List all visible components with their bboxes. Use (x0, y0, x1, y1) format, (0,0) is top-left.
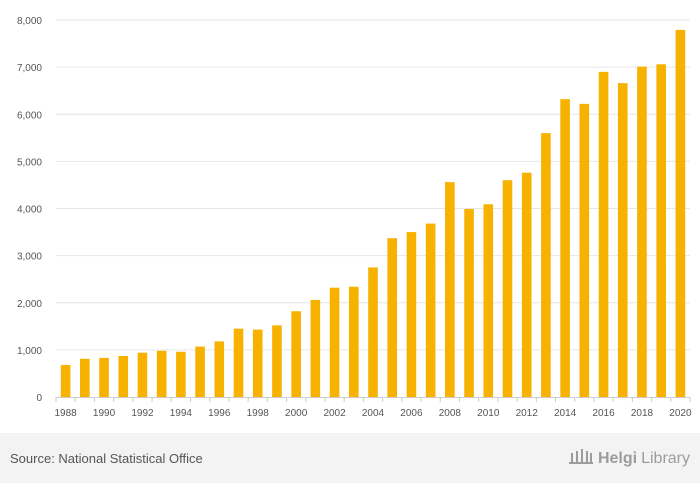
source-note: Source: National Statistical Office (10, 451, 203, 466)
bar-1995 (195, 346, 205, 397)
bar-2002 (329, 287, 340, 397)
y-tick-label: 7,000 (17, 63, 42, 74)
bar-2018 (637, 66, 647, 397)
logo-text-light: Library (641, 449, 690, 467)
y-tick-label: 4,000 (17, 205, 42, 216)
bar-2020 (675, 29, 686, 398)
bar-1994 (176, 351, 186, 397)
bar-1993 (156, 350, 167, 397)
bar-1991 (118, 356, 129, 397)
y-tick-label: 5,000 (17, 157, 42, 168)
x-tick-label: 2000 (285, 408, 308, 419)
bar-2019 (656, 64, 666, 398)
x-tick-label: 1992 (131, 408, 154, 419)
bar-2000 (291, 311, 301, 397)
bar-2003 (348, 286, 359, 397)
logo-text-bold: Helgi (597, 449, 638, 467)
bar-1990 (99, 357, 109, 397)
x-tick-label: 1990 (93, 408, 116, 419)
x-tick-label: 2004 (362, 408, 385, 419)
x-tick-label: 2016 (592, 408, 615, 419)
bar-2014 (560, 99, 570, 398)
x-tick-label: 2006 (400, 408, 423, 419)
bar-2011 (502, 180, 513, 397)
y-tick-label: 2,000 (17, 299, 42, 310)
bar-2012 (521, 172, 532, 397)
x-tick-label: 1996 (208, 408, 231, 419)
x-tick-label: 1994 (170, 408, 193, 419)
y-tick-label: 0 (36, 393, 42, 404)
helgi-library-logo[interactable]: Helgi Library (568, 447, 690, 470)
bar-2001 (310, 299, 321, 397)
bar-1999 (272, 325, 282, 397)
bar-2009 (464, 208, 474, 397)
x-tick-label: 2010 (477, 408, 500, 419)
bar-2006 (406, 232, 417, 397)
x-tick-label: 2018 (631, 408, 654, 419)
x-tick-label: 2012 (516, 408, 539, 419)
x-tick-label: 2014 (554, 408, 577, 419)
bar-1992 (137, 352, 148, 397)
x-tick-label: 1988 (54, 408, 77, 419)
bar-1998 (252, 329, 263, 397)
bar-2010 (483, 204, 494, 397)
x-tick-label: 2002 (323, 408, 346, 419)
bar-2008 (445, 182, 455, 397)
y-tick-label: 8,000 (17, 16, 42, 27)
bar-2005 (387, 238, 398, 397)
x-tick-label: 2008 (439, 408, 462, 419)
x-tick-label: 1998 (247, 408, 270, 419)
chart-svg: 0 1,000 2,000 3,000 4,000 5,000 6,000 7,000 8,00… (17, 16, 692, 419)
bar-2007 (425, 223, 436, 397)
bar-2016 (598, 71, 609, 398)
bar-1997 (233, 328, 244, 397)
library-building-icon (568, 447, 594, 470)
bar-2015 (579, 103, 590, 397)
bar-1996 (214, 341, 225, 397)
bar-2017 (617, 83, 628, 398)
y-tick-label: 6,000 (17, 110, 42, 121)
y-tick-label: 3,000 (17, 252, 42, 263)
bar-2013 (541, 133, 551, 397)
y-tick-label: 1,000 (17, 346, 42, 357)
bar-1988 (60, 364, 71, 397)
bar-1989 (80, 358, 90, 397)
x-tick-label: 2020 (669, 408, 692, 419)
footer-band (0, 433, 700, 483)
bar-2004 (368, 267, 378, 397)
